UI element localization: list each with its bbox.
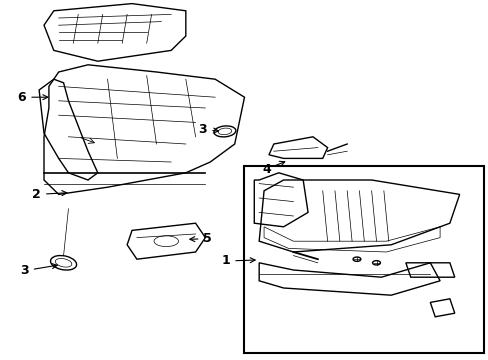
Text: 2: 2	[32, 188, 67, 201]
Text: 6: 6	[18, 91, 48, 104]
Text: 5: 5	[189, 232, 212, 245]
Text: 1: 1	[221, 255, 255, 267]
Text: 3: 3	[20, 264, 57, 277]
Text: 3: 3	[198, 123, 218, 136]
Bar	[244, 166, 483, 353]
Text: 4: 4	[262, 161, 284, 176]
